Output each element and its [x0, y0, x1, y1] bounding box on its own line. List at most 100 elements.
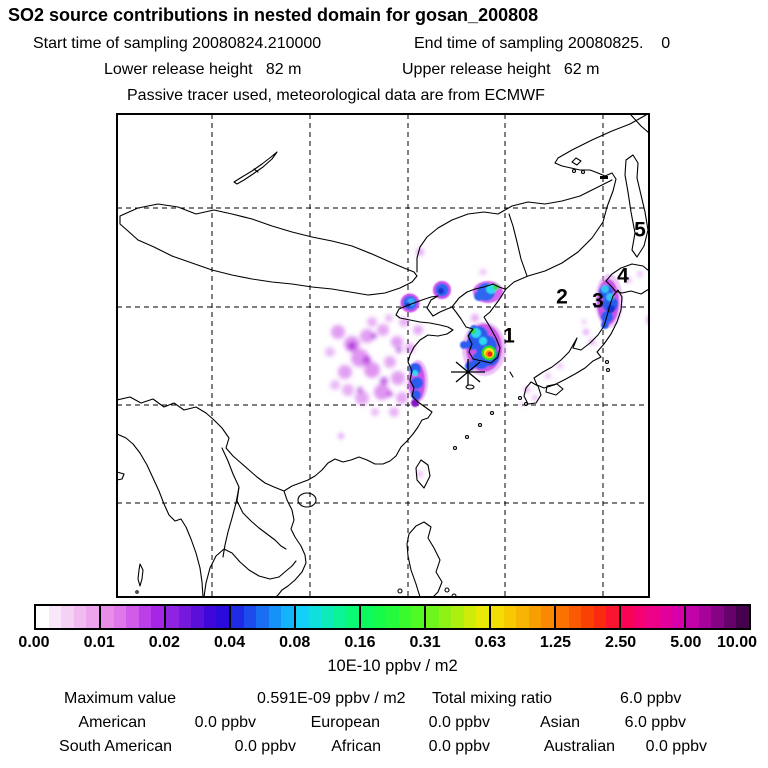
colorbar-cell — [321, 606, 334, 628]
continent-value-american: 0.0 ppbv — [194, 714, 256, 731]
colorbar-cell — [216, 606, 229, 628]
continent-label-african: African — [331, 738, 381, 755]
colorbar-tick: 0.63 — [474, 634, 506, 651]
colorbar-tick: 0.00 — [18, 634, 50, 651]
colorbar-cell — [243, 606, 257, 628]
continent-label-australian: Australian — [543, 738, 615, 755]
max-value-label: Maximum value — [64, 690, 177, 707]
colorbar-cell — [268, 606, 282, 628]
colorbar-cell — [398, 606, 412, 628]
colorbar-cell — [633, 606, 647, 628]
continent-value-european: 0.0 ppbv — [428, 714, 490, 731]
colorbar-tick: 0.01 — [83, 634, 115, 651]
colorbar-tick: 1.25 — [539, 634, 572, 651]
colorbar-cell — [476, 606, 489, 628]
colorbar-segment — [424, 606, 489, 628]
colorbar-tick: 0.02 — [148, 634, 180, 651]
colorbar-segment — [36, 606, 99, 628]
page-title: SO2 source contributions in nested domai… — [8, 5, 539, 25]
colorbar-cell — [528, 606, 542, 628]
station-asterisk-marker — [451, 359, 485, 385]
colorbar-cell — [333, 606, 347, 628]
colorbar-cell — [373, 606, 387, 628]
receptor-label-2: 2 — [556, 285, 568, 309]
colorbar — [34, 604, 751, 630]
colorbar-segment — [684, 606, 749, 628]
colorbar-cell — [581, 606, 594, 628]
colorbar-cell — [411, 606, 424, 628]
continent-label-south-american: South American — [59, 738, 172, 755]
colorbar-cell — [36, 606, 49, 628]
colorbar-cell — [463, 606, 477, 628]
colorbar-cell — [541, 606, 554, 628]
colorbar-tick: 0.04 — [213, 634, 246, 651]
colorbar-segment — [294, 606, 359, 628]
colorbar-cell — [606, 606, 619, 628]
colorbar-cell — [178, 606, 192, 628]
max-value: 0.591E-09 ppbv / m2 — [257, 690, 406, 707]
colorbar-cell — [166, 606, 179, 628]
colorbar-cell — [438, 606, 452, 628]
colorbar-cell — [646, 606, 659, 628]
colorbar-cell — [736, 606, 749, 628]
upper-release-text: Upper release height 62 m — [402, 61, 600, 78]
receptor-label-5: 5 — [634, 218, 646, 242]
colorbar-cell — [113, 606, 127, 628]
colorbar-cell — [361, 606, 374, 628]
colorbar-cell — [281, 606, 294, 628]
colorbar-cell — [711, 606, 724, 628]
maximum-hotspot — [481, 345, 497, 361]
colorbar-cell — [61, 606, 74, 628]
continent-label-european: European — [310, 714, 380, 731]
continent-value-african: 0.0 ppbv — [428, 738, 490, 755]
colorbar-cell — [203, 606, 217, 628]
colorbar-segment — [619, 606, 684, 628]
colorbar-cell — [73, 606, 87, 628]
colorbar-segment — [359, 606, 424, 628]
colorbar-cell — [48, 606, 62, 628]
total-mixing-ratio-value: 6.0 ppbv — [620, 690, 682, 707]
tracer-note-text: Passive tracer used, meteorological data… — [127, 87, 545, 104]
colorbar-cell — [568, 606, 582, 628]
colorbar-tick: 0.31 — [409, 634, 441, 651]
colorbar-tick: 0.08 — [279, 634, 311, 651]
diffuse-plume-field — [325, 248, 649, 477]
end-time-text: End time of sampling 20080825. 0 — [414, 35, 671, 52]
colorbar-cell — [386, 606, 399, 628]
colorbar-cell — [516, 606, 529, 628]
colorbar-tick: 5.00 — [670, 634, 702, 651]
colorbar-cell — [723, 606, 737, 628]
colorbar-cell — [126, 606, 139, 628]
colorbar-cell — [593, 606, 607, 628]
colorbar-segment — [489, 606, 554, 628]
colorbar-cell — [491, 606, 504, 628]
colorbar-tick: 10.00 — [716, 634, 758, 651]
colorbar-cell — [101, 606, 114, 628]
continent-value-asian: 6.0 ppbv — [624, 714, 686, 731]
colorbar-cell — [658, 606, 672, 628]
grid-lines — [117, 114, 649, 597]
receptor-label-3: 3 — [592, 289, 604, 313]
colorbar-cell — [346, 606, 359, 628]
total-mixing-ratio-label: Total mixing ratio — [432, 690, 553, 707]
start-time-text: Start time of sampling 20080824.210000 — [33, 35, 322, 52]
colorbar-cell — [426, 606, 439, 628]
colorbar-tick: 2.50 — [605, 634, 637, 651]
receptor-label-1: 1 — [503, 324, 515, 348]
receptor-label-4: 4 — [617, 264, 629, 288]
continent-label-asian: Asian — [539, 714, 580, 731]
colorbar-tick: 0.16 — [344, 634, 376, 651]
continent-label-american: American — [78, 714, 146, 731]
colorbar-segment — [164, 606, 229, 628]
coastlines — [117, 114, 649, 597]
colorbar-cell — [671, 606, 684, 628]
colorbar-cell — [556, 606, 569, 628]
continent-value-australian: 0.0 ppbv — [645, 738, 707, 755]
colorbar-cell — [296, 606, 309, 628]
colorbar-cell — [503, 606, 517, 628]
colorbar-segment — [229, 606, 294, 628]
colorbar-cell — [308, 606, 322, 628]
colorbar-cell — [86, 606, 99, 628]
